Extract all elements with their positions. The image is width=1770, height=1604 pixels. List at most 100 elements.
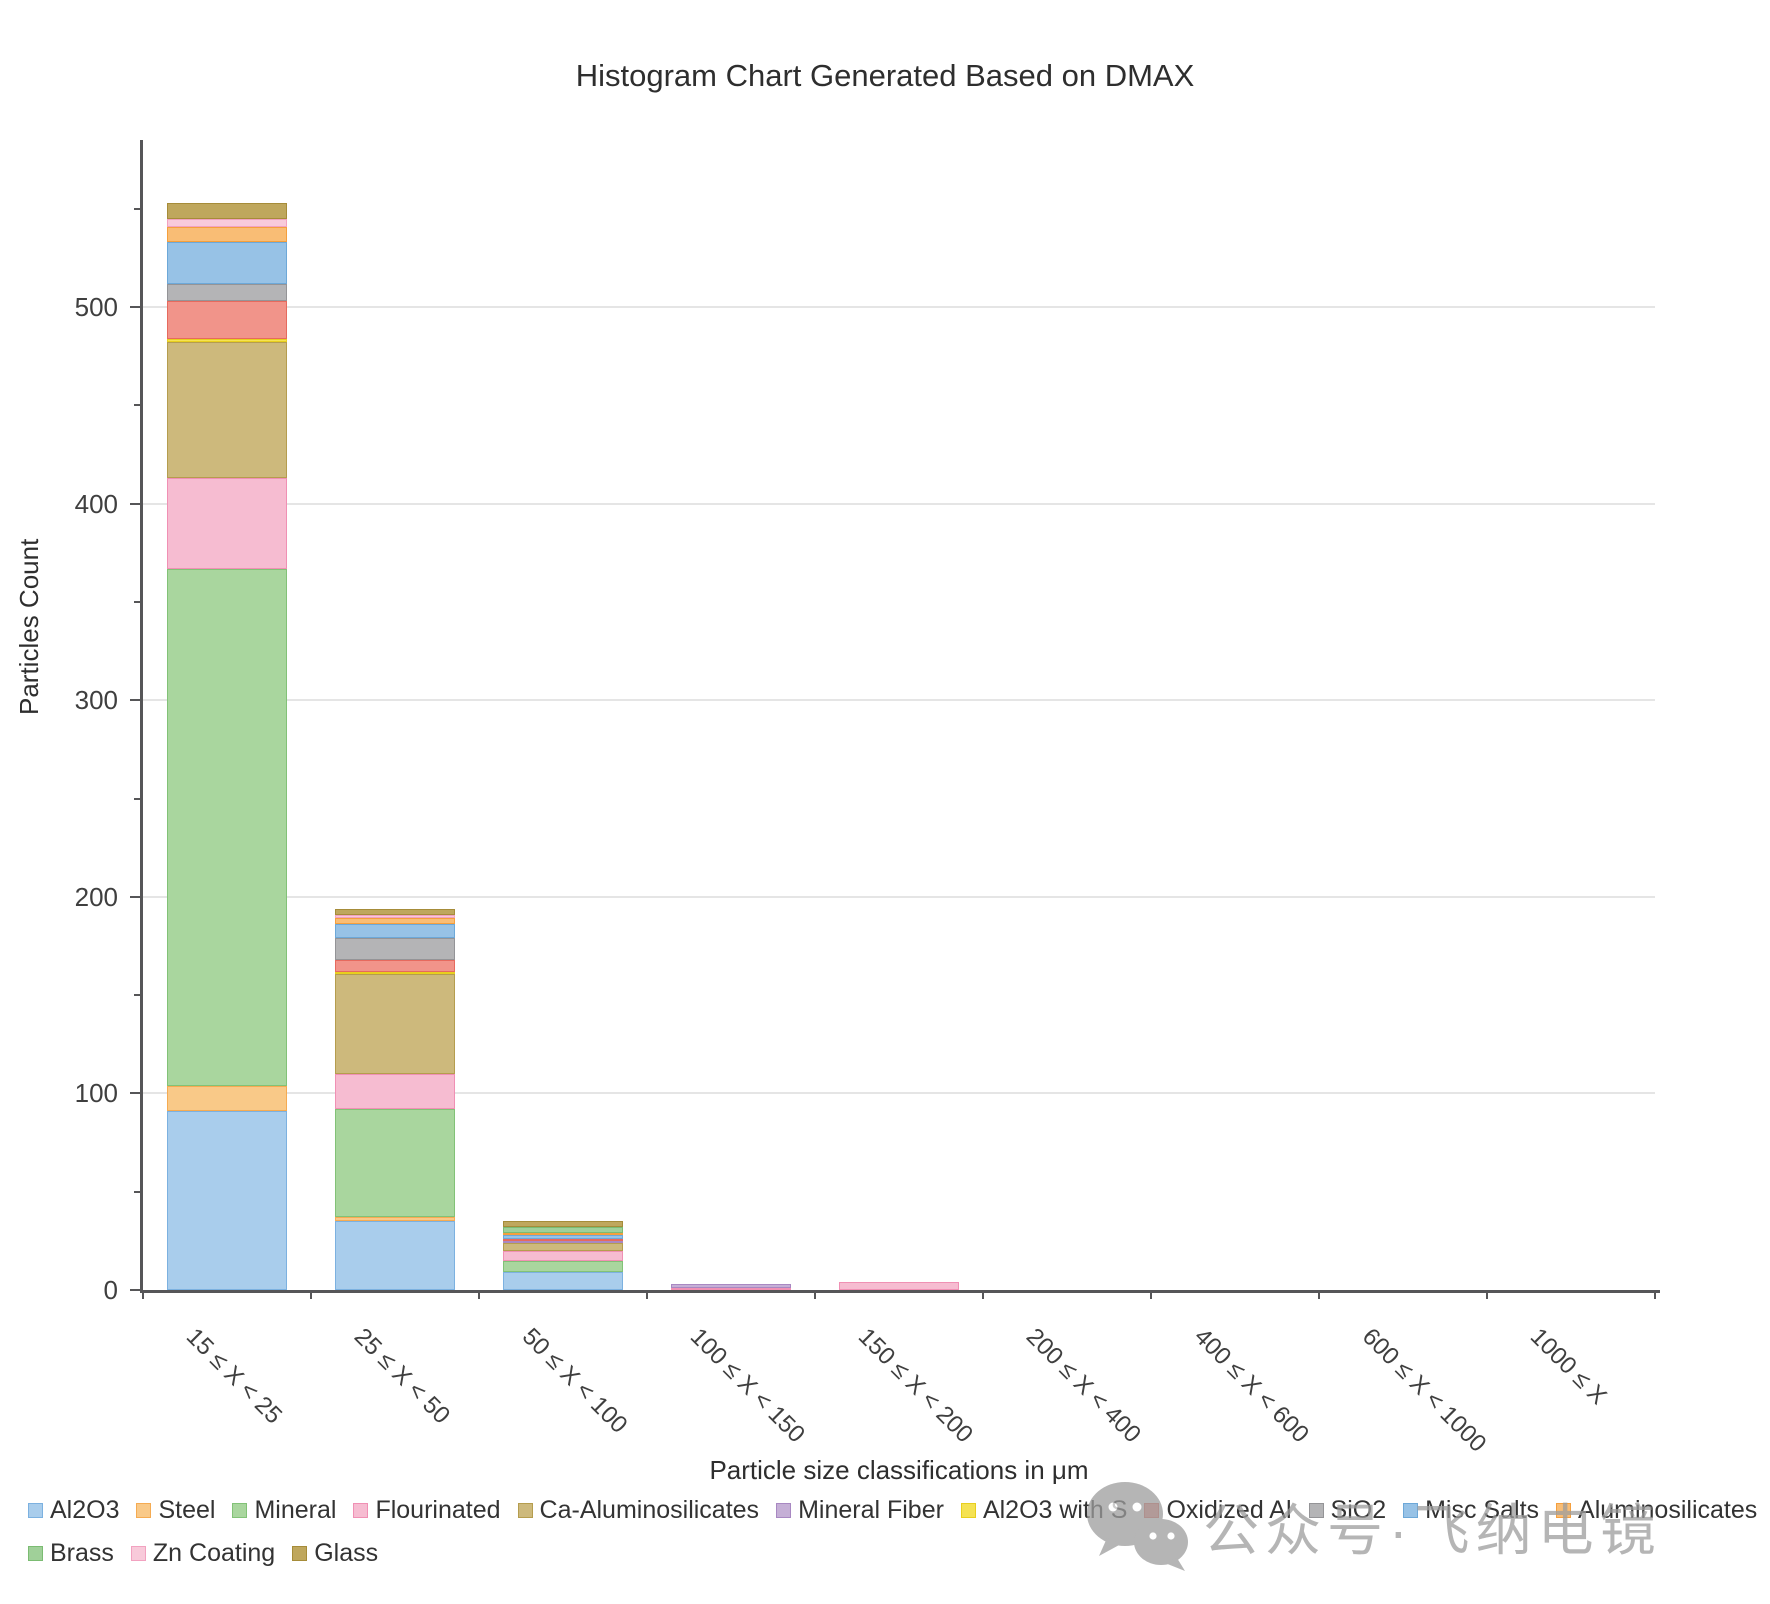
bar-segment-misc-salts-cat0 [167,242,287,284]
bar-segment-flourinated-cat3 [671,1288,791,1290]
legend-item-zn-coating[interactable]: Zn Coating [130,1539,275,1568]
legend-item-al2o3-with-s[interactable]: Al2O3 with S [960,1496,1128,1525]
y-tick-minor-250 [134,797,140,800]
legend-swatch-steel [136,1503,152,1518]
legend-label-ca-aluminosilicates: Ca-Aluminosilicates [539,1496,760,1524]
legend-label-steel: Steel [158,1496,216,1524]
legend-row-1: Al2O3 Steel Mineral Flourinated Ca-Aluminosi… [28,1496,1757,1525]
x-tick-3 [646,1290,648,1299]
bar-segment-mineral-cat0 [167,568,287,1086]
bar-segment-glass-cat2 [503,1221,623,1228]
x-tick-4 [814,1290,816,1299]
y-axis-line [140,140,143,1293]
legend-swatch-mineral-fiber [776,1503,792,1518]
legend-label-al2o3: Al2O3 [50,1496,120,1524]
legend-label-misc-salts: Misc Salts [1425,1496,1540,1524]
legend-label-al2o3-with-s: Al2O3 with S [982,1496,1128,1524]
x-category-label-8: 1000 ≤ X [1524,1323,1612,1410]
x-category-label-6: 400 ≤ X < 600 [1188,1323,1315,1449]
bar-segment-al2o3-cat2 [503,1272,623,1290]
bar-segment-mineral-cat2 [503,1260,623,1273]
y-tick-0 [130,1289,140,1291]
legend-label-aluminosilicates: Aluminosilicates [1578,1496,1758,1524]
bar-segment-steel-cat1 [335,1217,455,1222]
legend-label-glass: Glass [314,1539,379,1567]
bar-segment-steel-cat0 [167,1085,287,1112]
x-tick-8 [1486,1290,1488,1299]
legend-item-oxidized-al[interactable]: Oxidized Al [1144,1496,1292,1525]
legend-label-brass: Brass [50,1539,114,1567]
bar-segment-aluminosilicates-cat1 [335,918,455,925]
x-category-label-7: 600 ≤ X < 1000 [1356,1323,1492,1458]
x-tick-6 [1150,1290,1152,1299]
legend-swatch-brass [28,1546,43,1561]
bar-segment-ca-aluminosilicates-cat2 [503,1242,623,1251]
legend-label-flourinated: Flourinated [375,1496,501,1524]
legend-item-mineral[interactable]: Mineral [232,1496,336,1525]
bar-segment-al2o3-with-s-cat0 [167,338,287,343]
gridline-200 [143,895,1655,898]
legend-item-al2o3[interactable]: Al2O3 [28,1496,119,1525]
legend-swatch-zn-coating [130,1546,146,1561]
legend-item-ca-aluminosilicates[interactable]: Ca-Aluminosilicates [517,1496,760,1525]
chart-legend: Al2O3 Steel Mineral Flourinated Ca-Aluminosi… [28,1496,1757,1582]
bar-segment-glass-cat1 [335,908,455,915]
legend-item-flourinated[interactable]: Flourinated [353,1496,501,1525]
bar-segment-sio2-cat1 [335,938,455,960]
legend-item-brass[interactable]: Brass [28,1539,114,1568]
bar-segment-misc-salts-cat2 [503,1234,623,1239]
x-tick-0 [142,1290,144,1299]
legend-item-mineral-fiber[interactable]: Mineral Fiber [776,1496,944,1525]
bar-segment-oxidized-al-cat1 [335,959,455,972]
gridline-100 [143,1092,1655,1095]
legend-item-aluminosilicates[interactable]: Aluminosilicates [1556,1496,1757,1525]
legend-swatch-oxidized-al [1144,1503,1160,1518]
y-tick-minor-150 [134,994,140,997]
y-tick-label-500: 500 [74,292,118,323]
legend-item-sio2[interactable]: SiO2 [1308,1496,1387,1525]
y-tick-label-300: 300 [74,685,118,716]
x-axis-title: Particle size classifications in μm [709,1455,1089,1485]
legend-item-glass[interactable]: Glass [292,1539,378,1568]
y-tick-minor-50 [134,1190,140,1193]
legend-swatch-misc-salts [1403,1503,1419,1518]
bar-segment-oxidized-al-cat2 [503,1238,623,1241]
y-tick-label-100: 100 [74,1078,118,1109]
y-axis-title: Particles Count [14,538,44,715]
y-tick-label-400: 400 [74,488,118,519]
y-tick-100 [130,1092,140,1095]
chart-title: Histogram Chart Generated Based on DMAX [575,58,1195,93]
y-tick-400 [130,502,140,505]
y-tick-minor-550 [134,207,140,210]
legend-swatch-aluminosilicates [1556,1503,1572,1518]
legend-label-mineral: Mineral [254,1496,337,1524]
bar-segment-aluminosilicates-cat0 [167,226,287,243]
bar-segment-flourinated-cat0 [167,478,287,569]
legend-swatch-al2o3-with-s [960,1503,976,1518]
legend-label-oxidized-al: Oxidized Al [1166,1496,1292,1524]
bar-segment-aluminosilicates-cat2 [503,1232,623,1235]
legend-label-mineral-fiber: Mineral Fiber [798,1496,944,1524]
bar-segment-sio2-cat0 [167,283,287,302]
bar-segment-mineral-fiber-cat3 [671,1284,791,1289]
legend-item-steel[interactable]: Steel [136,1496,215,1525]
legend-swatch-glass [292,1546,308,1561]
legend-item-misc-salts[interactable]: Misc Salts [1403,1496,1539,1525]
x-category-label-1: 25 ≤ X < 50 [348,1323,456,1430]
x-category-label-3: 100 ≤ X < 150 [684,1323,811,1449]
bar-segment-zn-coating-cat1 [335,914,455,919]
y-tick-200 [130,895,140,898]
x-tick-7 [1318,1290,1320,1299]
bar-segment-oxidized-al-cat0 [167,301,287,339]
legend-label-sio2: SiO2 [1330,1496,1387,1524]
x-category-label-5: 200 ≤ X < 400 [1020,1323,1147,1449]
bar-segment-flourinated-cat4 [839,1282,959,1290]
bar-segment-brass-cat2 [503,1227,623,1233]
legend-swatch-ca-aluminosilicates [517,1503,533,1518]
bar-segment-glass-cat0 [167,202,287,219]
bar-segment-flourinated-cat2 [503,1250,623,1261]
legend-swatch-flourinated [353,1503,369,1518]
y-tick-label-200: 200 [74,881,118,912]
y-tick-500 [130,306,140,309]
